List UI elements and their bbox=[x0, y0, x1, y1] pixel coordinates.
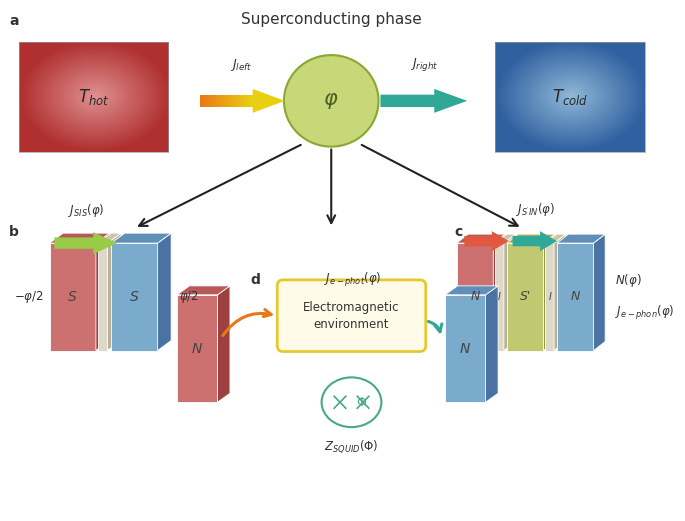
Text: Electromagnetic
environment: Electromagnetic environment bbox=[303, 301, 400, 331]
Ellipse shape bbox=[321, 377, 382, 427]
Polygon shape bbox=[232, 95, 234, 107]
Polygon shape bbox=[543, 234, 555, 351]
Polygon shape bbox=[545, 243, 554, 351]
Polygon shape bbox=[226, 95, 228, 107]
Text: $J_\mathregular{S'IN}(\varphi)$: $J_\mathregular{S'IN}(\varphi)$ bbox=[516, 201, 556, 218]
Polygon shape bbox=[54, 232, 117, 254]
Polygon shape bbox=[545, 234, 566, 243]
Polygon shape bbox=[557, 234, 605, 243]
Polygon shape bbox=[177, 295, 217, 402]
Polygon shape bbox=[495, 234, 516, 243]
Text: $J_\mathregular{e-phot}(\varphi)$: $J_\mathregular{e-phot}(\varphi)$ bbox=[324, 271, 382, 289]
Polygon shape bbox=[486, 286, 498, 402]
Polygon shape bbox=[108, 233, 121, 351]
Text: d: d bbox=[250, 273, 260, 287]
Text: $T_\mathregular{cold}$: $T_\mathregular{cold}$ bbox=[552, 87, 588, 107]
Polygon shape bbox=[206, 95, 207, 107]
Polygon shape bbox=[210, 95, 212, 107]
Polygon shape bbox=[242, 95, 244, 107]
Polygon shape bbox=[246, 95, 247, 107]
Polygon shape bbox=[158, 233, 171, 351]
Text: $\Phi$: $\Phi$ bbox=[356, 396, 366, 409]
Polygon shape bbox=[464, 231, 509, 251]
Polygon shape bbox=[223, 95, 225, 107]
Ellipse shape bbox=[284, 55, 379, 146]
Polygon shape bbox=[235, 95, 237, 107]
Polygon shape bbox=[253, 89, 285, 113]
Polygon shape bbox=[507, 234, 555, 243]
Polygon shape bbox=[493, 234, 505, 351]
Polygon shape bbox=[112, 233, 171, 243]
Text: I: I bbox=[548, 292, 551, 302]
Polygon shape bbox=[512, 231, 557, 251]
Text: $T_\mathregular{hot}$: $T_\mathregular{hot}$ bbox=[77, 87, 110, 107]
Bar bbox=[18, 42, 169, 152]
Text: N: N bbox=[471, 290, 479, 303]
Text: a: a bbox=[9, 14, 18, 28]
FancyBboxPatch shape bbox=[277, 280, 426, 352]
Polygon shape bbox=[218, 95, 219, 107]
Polygon shape bbox=[221, 95, 223, 107]
Text: $-\varphi/2$: $-\varphi/2$ bbox=[14, 289, 44, 305]
Polygon shape bbox=[594, 234, 605, 351]
Polygon shape bbox=[217, 286, 230, 402]
Polygon shape bbox=[230, 95, 232, 107]
Polygon shape bbox=[49, 243, 96, 351]
Polygon shape bbox=[244, 95, 246, 107]
Polygon shape bbox=[238, 95, 240, 107]
Polygon shape bbox=[228, 95, 230, 107]
Polygon shape bbox=[554, 234, 566, 351]
Polygon shape bbox=[49, 233, 110, 243]
Polygon shape bbox=[251, 95, 253, 107]
Polygon shape bbox=[200, 95, 202, 107]
Text: b: b bbox=[9, 225, 19, 239]
Polygon shape bbox=[234, 95, 235, 107]
Polygon shape bbox=[96, 233, 110, 351]
Polygon shape bbox=[249, 95, 251, 107]
Text: S': S' bbox=[519, 290, 531, 303]
Polygon shape bbox=[177, 286, 230, 295]
Text: S: S bbox=[130, 290, 139, 304]
Text: $\varphi/2$: $\varphi/2$ bbox=[179, 289, 199, 305]
Polygon shape bbox=[207, 95, 209, 107]
Bar bbox=[495, 42, 645, 152]
Polygon shape bbox=[507, 243, 543, 351]
Text: $\varphi$: $\varphi$ bbox=[323, 91, 339, 111]
Polygon shape bbox=[212, 95, 214, 107]
Polygon shape bbox=[380, 89, 467, 113]
Text: $J_\mathregular{SIS}(\varphi)$: $J_\mathregular{SIS}(\varphi)$ bbox=[68, 202, 105, 219]
Text: Superconducting phase: Superconducting phase bbox=[241, 13, 422, 27]
Text: $Z_\mathregular{SQUID}(\Phi)$: $Z_\mathregular{SQUID}(\Phi)$ bbox=[324, 438, 379, 455]
Text: c: c bbox=[455, 225, 463, 239]
Text: N: N bbox=[571, 290, 580, 303]
Polygon shape bbox=[240, 95, 242, 107]
Text: S: S bbox=[68, 290, 77, 304]
Text: $N(\varphi)$: $N(\varphi)$ bbox=[615, 272, 642, 289]
Polygon shape bbox=[98, 233, 121, 243]
Polygon shape bbox=[219, 95, 221, 107]
Polygon shape bbox=[98, 243, 108, 351]
Polygon shape bbox=[495, 243, 504, 351]
Text: N: N bbox=[192, 342, 202, 355]
Polygon shape bbox=[203, 95, 206, 107]
Polygon shape bbox=[445, 286, 498, 295]
Text: $J_\mathregular{e-phon}(\varphi)$: $J_\mathregular{e-phon}(\varphi)$ bbox=[615, 304, 674, 322]
Polygon shape bbox=[504, 234, 516, 351]
Text: I: I bbox=[498, 292, 501, 302]
Polygon shape bbox=[209, 95, 210, 107]
Polygon shape bbox=[557, 243, 594, 351]
Polygon shape bbox=[457, 234, 505, 243]
Polygon shape bbox=[216, 95, 218, 107]
Text: N: N bbox=[460, 342, 471, 355]
Text: $J_\mathregular{left}$: $J_\mathregular{left}$ bbox=[230, 57, 253, 73]
Polygon shape bbox=[202, 95, 203, 107]
Polygon shape bbox=[457, 243, 493, 351]
Polygon shape bbox=[445, 295, 486, 402]
Polygon shape bbox=[237, 95, 238, 107]
Polygon shape bbox=[112, 243, 158, 351]
Text: $J_\mathregular{right}$: $J_\mathregular{right}$ bbox=[410, 56, 438, 73]
Polygon shape bbox=[225, 95, 226, 107]
Polygon shape bbox=[214, 95, 216, 107]
Polygon shape bbox=[247, 95, 249, 107]
